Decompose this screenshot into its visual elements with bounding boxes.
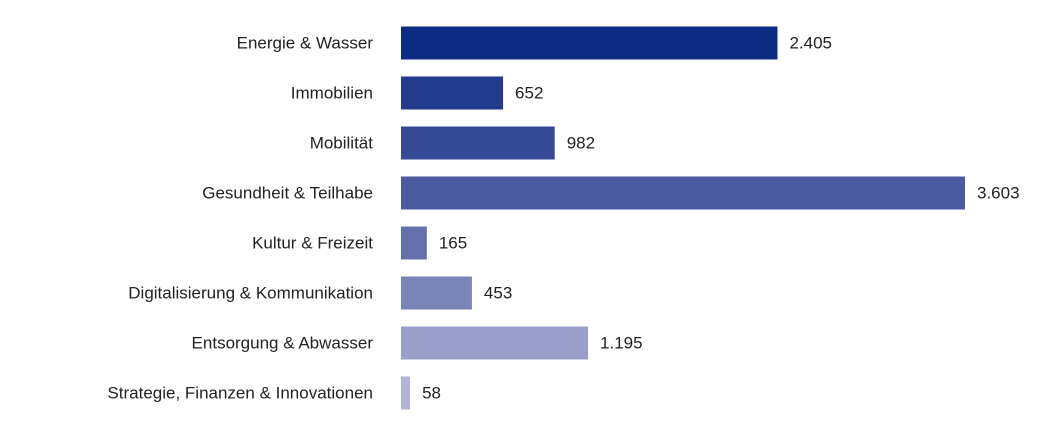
category-label: Immobilien bbox=[291, 84, 373, 103]
category-label: Kultur & Freizeit bbox=[252, 234, 373, 253]
category-labels: Energie & Wasser Immobilien Mobilität Gesun… bbox=[107, 34, 373, 403]
value-label: 982 bbox=[567, 134, 595, 153]
bar bbox=[401, 276, 472, 310]
bar bbox=[401, 226, 427, 260]
bar bbox=[401, 326, 589, 360]
bar bbox=[401, 76, 504, 110]
value-label: 2.405 bbox=[789, 34, 832, 53]
value-label: 58 bbox=[422, 384, 441, 403]
category-label: Gesundheit & Teilhabe bbox=[202, 184, 373, 203]
bar bbox=[401, 376, 411, 410]
bar bbox=[401, 176, 965, 210]
value-label: 3.603 bbox=[977, 184, 1020, 203]
value-label: 1.195 bbox=[600, 334, 643, 353]
value-label: 652 bbox=[515, 84, 543, 103]
value-label: 165 bbox=[439, 234, 467, 253]
bar bbox=[401, 126, 555, 160]
value-label: 453 bbox=[484, 284, 512, 303]
category-label: Strategie, Finanzen & Innovationen bbox=[107, 384, 373, 403]
category-label: Energie & Wasser bbox=[237, 34, 374, 53]
category-label: Digitalisierung & Kommunikation bbox=[128, 284, 373, 303]
category-label: Mobilität bbox=[310, 134, 374, 153]
category-label: Entsorgung & Abwasser bbox=[192, 334, 374, 353]
bars bbox=[401, 26, 965, 410]
value-labels: 2.405 652 982 3.603 165 453 1.195 58 bbox=[422, 34, 1019, 403]
bar bbox=[401, 26, 778, 60]
